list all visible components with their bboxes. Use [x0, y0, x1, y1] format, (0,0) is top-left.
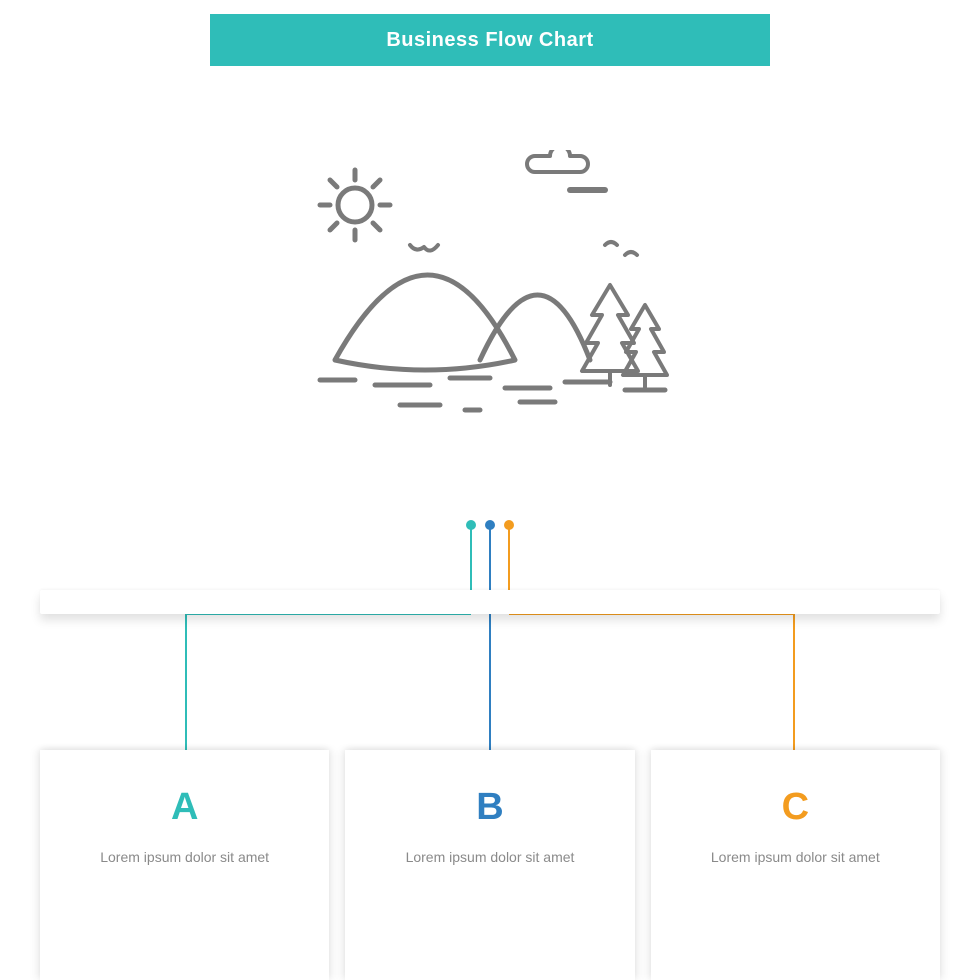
card-text-b: Lorem ipsum dolor sit amet [345, 847, 634, 868]
mountain-landscape-icon [280, 150, 700, 430]
card-c: C Lorem ipsum dolor sit amet [651, 750, 940, 980]
flow-bar [40, 590, 940, 614]
flow-chart: A Lorem ipsum dolor sit amet B Lorem ips… [0, 520, 980, 980]
card-letter-b: B [345, 786, 634, 829]
card-text-a: Lorem ipsum dolor sit amet [40, 847, 329, 868]
card-row: A Lorem ipsum dolor sit amet B Lorem ips… [40, 750, 940, 980]
card-text-c: Lorem ipsum dolor sit amet [651, 847, 940, 868]
card-b: B Lorem ipsum dolor sit amet [345, 750, 634, 980]
card-letter-a: A [40, 786, 329, 829]
page-title: Business Flow Chart [386, 29, 593, 52]
header-bar: Business Flow Chart [210, 14, 770, 66]
card-letter-c: C [651, 786, 940, 829]
card-a: A Lorem ipsum dolor sit amet [40, 750, 329, 980]
